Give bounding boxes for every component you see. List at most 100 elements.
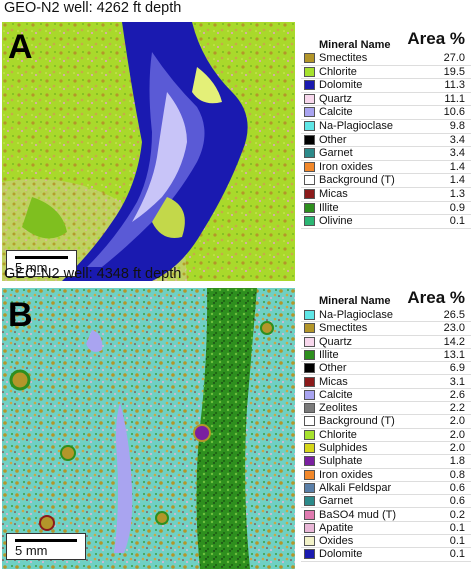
legend-mineral-name: Quartz [319,92,353,105]
legend-row: Na-Plagioclase 9.8 [301,120,471,134]
panel-b-letter: B [8,296,33,334]
legend-area-value: 3.1 [449,375,465,388]
legend-color-swatch [304,456,315,467]
legend-color-swatch [304,349,315,360]
legend-color-swatch [304,549,315,560]
legend-area-value: 13.1 [443,348,465,361]
legend-area-value: 0.8 [449,468,465,481]
legend-color-swatch [304,310,315,320]
legend-area-value: 2.6 [449,388,465,401]
legend-row: Smectites 27.0 [301,52,471,66]
legend-row: Apatite 0.1 [301,521,471,536]
legend-area-value: 0.6 [449,495,465,508]
legend-mineral-name: Garnet [319,147,353,160]
legend-row: Sulphate 1.8 [301,455,471,469]
legend-mineral-name: Dolomite [319,548,363,561]
legend-mineral-name: Na-Plagioclase [319,120,393,132]
legend-color-swatch [304,522,315,533]
panel-b-legend-header-name: Mineral Name [319,295,391,307]
legend-color-swatch [304,175,315,186]
legend-row: Oxides 0.1 [301,535,471,549]
legend-mineral-name: Calcite [319,388,353,401]
legend-mineral-name: Iron oxides [319,160,373,173]
panel-a-scale-label: 5 mm [15,260,48,275]
legend-color-swatch [304,121,315,131]
legend-row: Background (T) 2.0 [301,415,471,429]
legend-row: Olivine 0.1 [301,215,471,229]
legend-row: Micas 1.3 [301,188,471,202]
legend-area-value: 23.0 [443,322,465,335]
legend-area-value: 0.1 [449,535,465,548]
legend-area-value: 3.4 [449,133,465,146]
legend-area-value: 1.3 [449,188,465,200]
legend-area-value: 9.8 [449,120,465,132]
legend-area-value: 26.5 [443,309,465,321]
legend-mineral-name: Apatite [319,521,354,534]
legend-mineral-name: Garnet [319,495,353,508]
legend-mineral-name: Chlorite [319,428,357,441]
legend-color-swatch [304,80,315,91]
legend-area-value: 0.1 [449,548,465,561]
legend-row: BaSO4 mud (T) 0.2 [301,509,471,522]
legend-mineral-name: Micas [319,375,348,388]
legend-mineral-name: Background (T) [319,415,395,428]
panel-a-scale-bar: 5 mm [6,250,77,277]
legend-color-swatch [304,429,315,440]
legend-color-swatch [304,403,315,414]
legend-row: Dolomite 11.3 [301,79,471,93]
legend-row: Sulphides 2.0 [301,442,471,456]
legend-mineral-name: Quartz [319,335,353,348]
legend-area-value: 19.5 [443,65,465,78]
legend-row: Illite 13.1 [301,348,471,363]
panel-b-scale-bar: 5 mm [6,533,86,560]
legend-color-swatch [304,336,315,347]
legend-color-swatch [304,323,315,334]
legend-row: Smectites 23.0 [301,322,471,336]
legend-area-value: 0.6 [449,481,465,494]
legend-row: Other 3.4 [301,133,471,148]
legend-row: Garnet 3.4 [301,147,471,161]
legend-area-value: 10.6 [443,106,465,119]
legend-mineral-name: Background (T) [319,174,395,187]
legend-row: Micas 3.1 [301,376,471,389]
legend-color-swatch [304,189,315,199]
legend-mineral-name: Illite [319,348,339,361]
legend-area-value: 2.0 [449,428,465,441]
legend-color-swatch [304,107,315,118]
legend-row: Illite 0.9 [301,201,471,216]
legend-mineral-name: Oxides [319,535,354,548]
panel-b-legend-header-area: Area % [407,288,465,307]
legend-mineral-name: Other [319,362,347,375]
panel-b-title: GEO-N2 well: 4348 ft depth [4,266,182,282]
legend-mineral-name: Sulphides [319,442,368,454]
panel-a-legend-header-name: Mineral Name [319,39,391,51]
legend-color-swatch [304,496,315,507]
legend-area-value: 14.2 [443,335,465,348]
legend-mineral-name: Alkali Feldspar [319,481,392,494]
legend-area-value: 11.3 [444,79,465,92]
legend-area-value: 2.2 [449,402,465,415]
legend-row: Quartz 11.1 [301,92,471,107]
panel-b-mineral-map: B 5 mm [2,288,295,569]
legend-mineral-name: Smectites [319,52,368,64]
legend-color-swatch [304,148,315,159]
legend-row: Na-Plagioclase 26.5 [301,309,471,323]
legend-row: Other 6.9 [301,362,471,376]
legend-row: Calcite 10.6 [301,106,471,120]
legend-mineral-name: Illite [319,201,339,214]
legend-area-value: 2.0 [449,442,465,454]
legend-color-swatch [304,53,315,63]
legend-mineral-name: Other [319,133,347,146]
panel-a-title: GEO-N2 well: 4262 ft depth [4,0,182,16]
legend-color-swatch [304,93,315,104]
legend-row: Dolomite 0.1 [301,548,471,562]
legend-color-swatch [304,536,315,547]
legend-area-value: 6.9 [449,362,465,375]
legend-color-swatch [304,161,315,172]
legend-row: Chlorite 2.0 [301,429,471,442]
legend-color-swatch [304,66,315,77]
legend-area-value: 11.1 [444,92,465,105]
legend-color-swatch [304,363,315,374]
legend-row: Zeolites 2.2 [301,402,471,416]
legend-color-swatch [304,416,315,427]
